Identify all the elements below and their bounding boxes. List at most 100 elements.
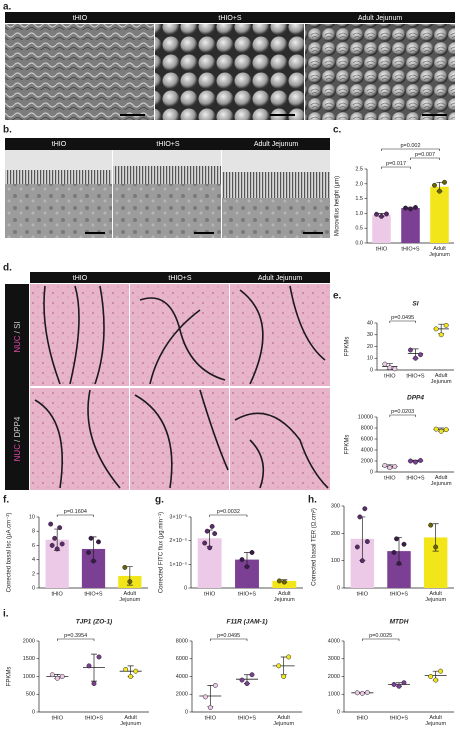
y-tick-label: 2.0: [355, 181, 363, 187]
header-bar: [5, 12, 455, 23]
data-point: [391, 682, 397, 687]
y-axis-label: FPKMs: [345, 435, 351, 455]
y-tick-label: 0: [370, 367, 373, 373]
x-tick-label: Adult Jejunum: [274, 591, 295, 603]
y-tick-label: 3×10⁻⁵: [169, 513, 187, 520]
x-tick-label: Adult Jejunum: [273, 715, 294, 727]
x-tick-label: tHIO+S: [85, 715, 104, 721]
data-point: [91, 558, 96, 564]
x-tick-label: tHIO: [384, 475, 396, 481]
x-tick-label: tHIO+S: [238, 715, 257, 721]
y-tick-label: 0.0: [355, 240, 363, 246]
p-value: p=0.0032: [217, 509, 240, 515]
y-tick-label: 10: [29, 514, 35, 520]
header-bar: [30, 272, 330, 283]
p-value: p=0.3954: [64, 633, 87, 639]
x-tick-label: tHIO: [357, 591, 369, 597]
chart-title: TJP1 (ZO-1): [76, 619, 112, 626]
y-axis-label: FPKMs: [345, 337, 351, 357]
significance-bracket: [389, 320, 416, 323]
data-point: [433, 677, 439, 683]
data-point: [276, 663, 282, 669]
panel-label: a.: [3, 2, 12, 13]
data-point: [128, 674, 134, 679]
bar: [235, 559, 259, 588]
data-point: [249, 672, 255, 678]
data-point: [202, 694, 208, 700]
panel-label: i.: [3, 609, 9, 620]
bar: [372, 214, 391, 243]
x-tick-label: tHIO+S: [401, 246, 420, 252]
sem-image: [305, 24, 455, 120]
significance-bracket: [410, 157, 440, 160]
data-point: [364, 690, 370, 695]
data-point: [379, 213, 384, 219]
error-bar: [91, 653, 97, 682]
x-tick-label: tHIO: [376, 246, 388, 252]
panel-label: e.: [333, 291, 342, 302]
chart-title: F11R (JAM-1): [226, 619, 267, 626]
p-value: p=0.007: [415, 152, 435, 158]
data-point: [396, 560, 402, 566]
data-point: [54, 546, 60, 552]
y-tick-label: 0: [370, 469, 373, 475]
data-point: [408, 458, 413, 464]
x-tick-label: tHIO+S: [238, 591, 257, 597]
x-tick-label: tHIO: [52, 591, 64, 597]
bar: [423, 537, 448, 588]
data-point: [239, 677, 245, 683]
y-tick-label: 1.0: [355, 211, 363, 217]
column-header: Adult Jejunum: [358, 15, 403, 22]
data-point: [394, 536, 399, 542]
data-point: [354, 544, 360, 550]
data-point: [281, 579, 287, 585]
data-point: [384, 211, 389, 217]
bar: [350, 538, 375, 588]
data-point: [387, 465, 393, 471]
header-bar: [5, 138, 330, 150]
data-point: [49, 672, 55, 678]
data-point: [432, 182, 437, 188]
data-point: [91, 681, 97, 687]
significance-bracket: [381, 148, 440, 151]
tem-microvilli: [5, 170, 112, 184]
data-point: [59, 541, 65, 547]
data-point: [59, 674, 65, 679]
y-tick-label: 0: [32, 585, 35, 591]
y-axis-label: Corrected basal TER (Ω.cm²): [312, 508, 318, 586]
x-tick-label: Adult Jejunum: [425, 591, 446, 603]
bar: [45, 539, 69, 588]
y-tick-label: 3000: [328, 656, 340, 662]
p-value: p=0.0203: [391, 409, 414, 415]
data-point: [209, 524, 215, 529]
data-point: [359, 558, 365, 564]
panel-label: c.: [333, 125, 342, 136]
chart-title: MTDH: [390, 619, 409, 626]
data-point: [52, 535, 58, 541]
y-tick-label: 2.5: [355, 166, 363, 172]
y-tick-label: 4000: [361, 447, 373, 453]
data-point: [244, 564, 250, 570]
y-tick-label: 2000: [328, 674, 340, 680]
tem-lumen: [222, 150, 330, 172]
y-tick-label: 0: [184, 585, 187, 591]
significance-bracket: [57, 638, 95, 641]
panel-label: h.: [308, 495, 317, 506]
marker-label: / DPP4: [13, 416, 22, 442]
data-point: [276, 578, 282, 584]
row-header: NUC / DPP4: [13, 416, 22, 461]
marker-label: / SI: [13, 321, 22, 333]
y-tick-label: 2: [32, 571, 35, 577]
panel-label: d.: [3, 263, 12, 274]
y-tick-label: 8000: [176, 638, 188, 644]
y-axis-label: Microvillus height (μm): [335, 176, 341, 236]
data-point: [244, 681, 250, 687]
data-point: [392, 366, 398, 372]
y-tick-label: 0: [337, 585, 340, 591]
y-tick-label: 1500: [23, 656, 35, 662]
data-point: [96, 654, 102, 660]
chart-title: SI: [412, 301, 418, 308]
y-tick-label: 8: [32, 529, 35, 535]
y-tick-label: 10: [367, 356, 373, 362]
significance-bracket: [210, 638, 248, 641]
